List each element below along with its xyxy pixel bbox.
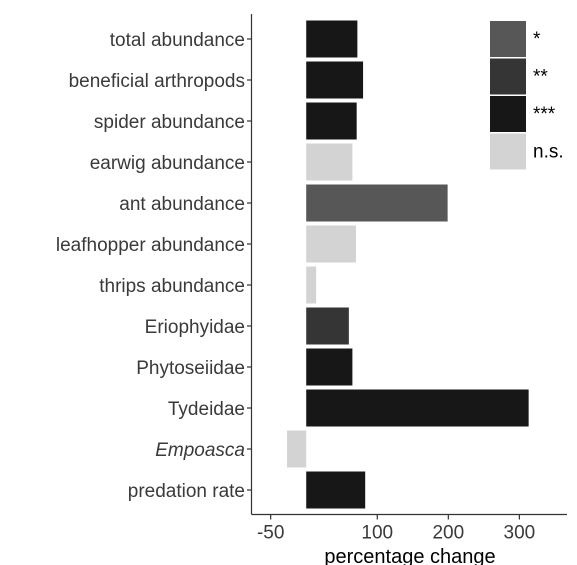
bar-empoasca [287, 430, 307, 468]
category-label-eriophyidae: Eriophyidae [145, 317, 245, 338]
category-labels: total abundance beneficial arthropods spid… [56, 30, 245, 502]
legend-label: * [533, 29, 541, 50]
bar-thrips-abundance [306, 266, 317, 304]
category-label-spider-abundance: spider abundance [94, 112, 245, 133]
category-label-phytoseiidae: Phytoseiidae [136, 358, 245, 379]
bar-phytoseiidae [306, 348, 353, 386]
category-label-ant-abundance: ant abundance [119, 194, 245, 215]
bar-predation-rate [306, 471, 366, 509]
legend: ******n.s. [490, 21, 564, 170]
x-tick-label: 300 [504, 523, 536, 544]
category-label-earwig-abundance: earwig abundance [90, 153, 245, 174]
legend-label: *** [533, 104, 556, 125]
x-tick-label: 200 [432, 523, 464, 544]
bar-earwig-abundance [306, 143, 353, 181]
x-axis-title: percentage change [324, 546, 495, 565]
x-axis-ticks: -50 100 200 300 [257, 514, 536, 544]
category-label-predation-rate: predation rate [128, 481, 245, 502]
legend-label: ** [533, 67, 548, 88]
category-label-total-abundance: total abundance [110, 30, 245, 51]
legend-swatch [490, 133, 526, 170]
category-label-thrips-abundance: thrips abundance [99, 276, 245, 297]
bar-leafhopper-abundance [306, 225, 356, 263]
x-tick-label: -50 [257, 523, 284, 544]
legend-label: n.s. [533, 142, 564, 163]
bar-eriophyidae [306, 307, 349, 345]
bar-spider-abundance [306, 102, 357, 140]
bar-total-abundance [306, 20, 358, 58]
bar-beneficial-arthropods [306, 61, 364, 99]
legend-swatch [490, 58, 526, 95]
legend-swatch [490, 96, 526, 132]
category-label-tydeidae: Tydeidae [168, 399, 245, 420]
bar-tydeidae [306, 389, 529, 427]
bars-group [287, 20, 529, 509]
bar-ant-abundance [306, 184, 448, 222]
legend-swatch [490, 21, 526, 57]
category-label-leafhopper-abundance: leafhopper abundance [56, 235, 245, 256]
y-axis-ticks [247, 38, 252, 491]
category-label-empoasca: Empoasca [155, 440, 245, 461]
x-tick-label: 100 [361, 523, 393, 544]
category-label-beneficial-arthropods: beneficial arthropods [69, 71, 245, 92]
